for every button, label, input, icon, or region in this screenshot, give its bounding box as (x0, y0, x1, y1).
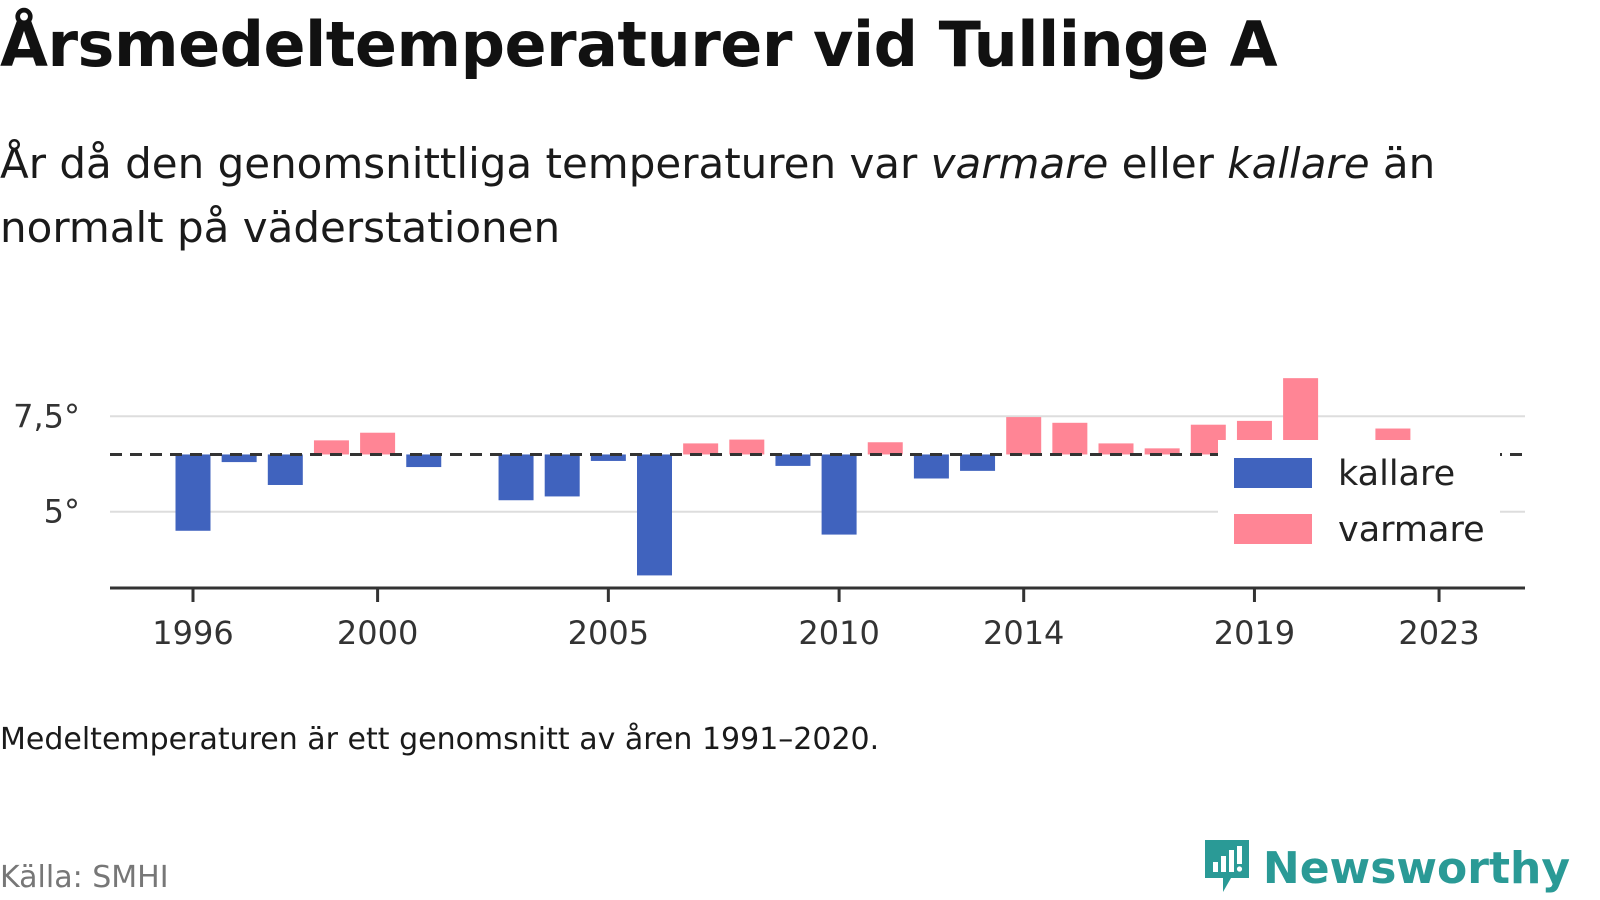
legend: kallare varmare (1218, 440, 1500, 566)
bar-2003 (498, 454, 534, 501)
x-tick-label: 2014 (983, 614, 1064, 652)
newsworthy-logo-icon (1201, 838, 1253, 898)
bars-group (175, 378, 1457, 576)
bar-1996 (175, 454, 211, 531)
chart-title: Årsmedeltemperaturer vid Tullinge A (0, 8, 1278, 81)
x-tick-label: 2005 (568, 614, 649, 652)
legend-swatch-varmare (1234, 514, 1312, 544)
x-tick-label: 2019 (1214, 614, 1295, 652)
bar-2017 (1144, 448, 1180, 455)
subtitle-part-2: eller (1108, 139, 1228, 188)
bar-2008 (729, 439, 765, 455)
bar-1998 (267, 454, 303, 485)
bar-1999 (313, 440, 349, 455)
bar-2010 (821, 454, 857, 535)
legend-label-kallare: kallare (1338, 454, 1455, 494)
bar-2015 (1052, 422, 1088, 455)
bar-2004 (544, 454, 580, 497)
bar-1997 (221, 454, 257, 463)
footnote: Medeltemperaturen är ett genomsnitt av å… (0, 722, 880, 757)
bar-2016 (1098, 443, 1134, 455)
bar-2000 (360, 432, 396, 455)
bar-2014 (1006, 417, 1042, 455)
chart-subtitle: År då den genomsnittliga temperaturen va… (0, 132, 1560, 260)
bar-2005 (590, 454, 626, 461)
subtitle-part-3: än normalt på väderstationen (0, 139, 1436, 252)
subtitle-warm-word: varmare (930, 139, 1109, 188)
y-tick-label: 7,5° (13, 397, 80, 435)
bar-2012 (913, 454, 949, 479)
bar-2007 (683, 443, 719, 455)
subtitle-part-1: År då den genomsnittliga temperaturen va… (0, 139, 931, 188)
bar-2013 (960, 454, 996, 471)
temperature-bar-chart: 5° 7,5° 1996 2000 2005 2010 2014 2019 2023 kall… (13, 378, 1525, 652)
x-tick-label: 2023 (1398, 614, 1479, 652)
bar-2001 (406, 454, 442, 468)
subtitle-cold-word: kallare (1227, 139, 1370, 188)
brand[interactable]: Newsworthy (1201, 838, 1570, 898)
x-tick-label: 2010 (798, 614, 879, 652)
bar-2006 (637, 454, 672, 576)
brand-name: Newsworthy (1262, 842, 1570, 894)
x-axis: 1996 2000 2005 2010 2014 2019 2023 (152, 588, 1480, 652)
legend-label-varmare: varmare (1338, 510, 1485, 550)
y-axis: 5° 7,5° (13, 397, 80, 530)
bar-2009 (775, 454, 811, 466)
bar-2011 (867, 442, 903, 455)
x-tick-label: 1996 (152, 614, 233, 652)
source-label: Källa: SMHI (0, 860, 169, 895)
y-tick-label: 5° (44, 493, 80, 531)
x-tick-label: 2000 (337, 614, 418, 652)
legend-swatch-kallare (1234, 458, 1312, 488)
